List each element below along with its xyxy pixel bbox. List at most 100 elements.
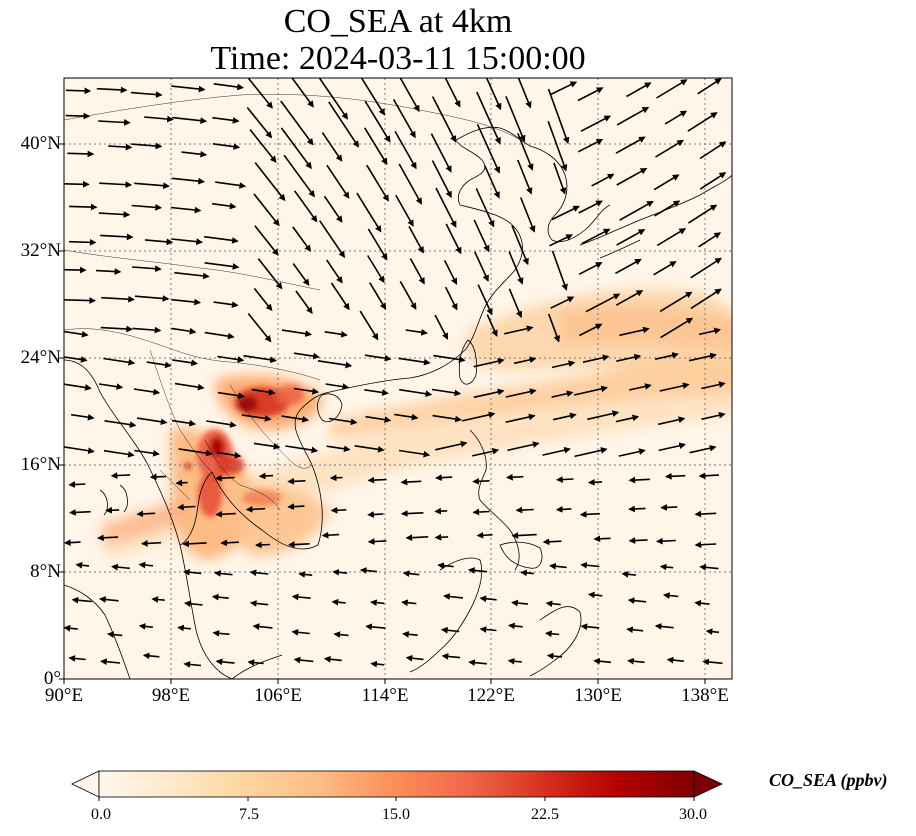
wind-arrow (111, 563, 130, 571)
wind-arrow (435, 187, 457, 228)
wind-arrow (103, 357, 136, 366)
wind-arrow (321, 531, 340, 539)
wind-arrow (688, 352, 717, 362)
wind-arrow (100, 233, 134, 241)
wind-arrow (437, 562, 454, 569)
wind-arrow (474, 251, 489, 282)
wind-arrow (64, 539, 81, 546)
wind-arrow (549, 81, 578, 96)
wind-arrow (582, 354, 610, 363)
wind-arrow (699, 172, 727, 190)
wind-arrow (292, 263, 310, 286)
wind-arrow (253, 193, 280, 227)
wind-arrow (213, 570, 233, 577)
wind-arrow (293, 190, 318, 223)
wind-arrow (653, 261, 677, 276)
wind-arrow (616, 168, 648, 186)
wind-arrow (360, 78, 386, 116)
wind-arrow (629, 383, 652, 391)
wind-arrow (479, 626, 497, 633)
wind-arrow (467, 567, 488, 574)
wind-arrow (440, 626, 460, 634)
wind-arrow (444, 286, 458, 311)
wind-arrow (402, 630, 418, 638)
wind-arrow (619, 200, 654, 221)
wind-arrow (402, 570, 420, 578)
wind-arrow (660, 504, 678, 511)
wind-arrow (395, 194, 414, 227)
wind-arrow (573, 385, 608, 396)
wind-arrow (689, 444, 717, 454)
wind-arrow (547, 313, 561, 343)
wind-arrow (105, 506, 120, 514)
wind-arrow (435, 474, 453, 481)
wind-arrow (108, 143, 133, 151)
wind-arrow (136, 510, 156, 518)
wind-arrow (476, 531, 493, 539)
wind-arrow (656, 79, 688, 99)
wind-arrow (287, 503, 305, 510)
wind-arrow (515, 506, 534, 514)
wind-arrow (547, 88, 570, 145)
wind-arrow (98, 119, 131, 126)
wind-arrow (593, 657, 612, 665)
wind-arrow (183, 661, 202, 668)
colorbar-tick-label: 15.0 (382, 806, 410, 823)
wind-arrow (506, 473, 524, 481)
wind-arrow (247, 659, 264, 666)
wind-arrow (257, 258, 283, 290)
wind-arrow (131, 142, 163, 150)
wind-arrow (212, 629, 230, 637)
wind-arrow (593, 535, 611, 543)
wind-arrow (505, 413, 536, 423)
wind-arrow (170, 206, 202, 214)
wind-arrow (354, 445, 385, 453)
wind-arrow (280, 100, 314, 146)
wind-arrow (132, 326, 162, 334)
wind-arrow (68, 481, 86, 488)
wind-arrow (171, 327, 197, 335)
wind-arrow (280, 127, 312, 170)
wind-arrow (653, 174, 680, 191)
wind-arrow (508, 622, 523, 630)
wind-arrow (578, 262, 603, 276)
wind-arrow (517, 133, 534, 171)
wind-arrow (174, 382, 205, 391)
wind-arrow (655, 139, 684, 158)
wind-arrow (323, 655, 342, 663)
wind-arrow (291, 78, 314, 108)
wind-arrow (364, 127, 388, 166)
wind-arrow (134, 449, 160, 457)
wind-arrow (292, 226, 312, 252)
wind-arrow (655, 352, 679, 360)
wind-arrow (136, 417, 168, 426)
wind-arrow (364, 389, 389, 396)
wind-arrow (549, 234, 573, 247)
wind-arrow (215, 658, 235, 666)
wind-arrow (580, 115, 611, 132)
x-tick-label: 130°E (574, 685, 622, 706)
wind-arrow (475, 188, 495, 228)
wind-arrow (293, 387, 320, 395)
wind-arrow (216, 451, 242, 459)
wind-arrow (140, 540, 162, 547)
wind-arrow (367, 511, 384, 518)
wind-arrow (215, 474, 235, 482)
wind-arrow (472, 448, 500, 457)
wind-arrow (400, 510, 424, 517)
wind-arrow (249, 569, 269, 577)
wind-arrow (247, 78, 273, 109)
wind-arrow (285, 445, 319, 454)
wind-arrow (544, 630, 560, 638)
wind-arrow (616, 106, 650, 126)
wind-arrow (171, 177, 206, 185)
wind-arrow (505, 95, 526, 143)
wind-arrow (551, 390, 574, 398)
wind-arrow (252, 623, 273, 630)
wind-arrow (281, 415, 310, 423)
map-frame (63, 77, 733, 680)
wind-arrow (359, 567, 377, 574)
wind-arrow (658, 442, 687, 452)
wind-arrow (254, 541, 271, 549)
wind-arrow (326, 445, 351, 453)
